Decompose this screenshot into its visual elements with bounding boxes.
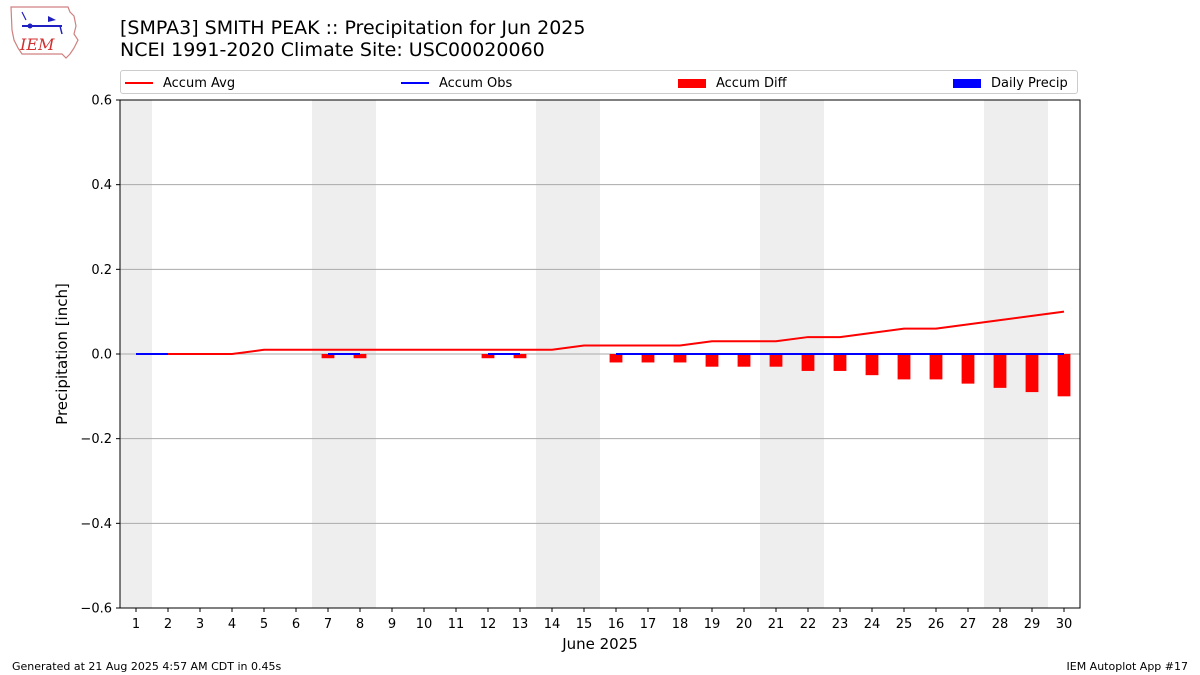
- x-tick-label: 20: [736, 617, 753, 632]
- x-tick-label: 23: [832, 617, 849, 632]
- iem-logo: IEM: [10, 6, 79, 59]
- x-axis-label: June 2025: [561, 635, 638, 653]
- x-tick-label: 19: [704, 617, 721, 632]
- x-axis: 1 2 3 4 5 6 7 8 9 10 11 12 13 14 15 16 17 18 19 20 21 22 23 24 2…: [132, 608, 1072, 632]
- x-tick-label: 28: [992, 617, 1009, 632]
- diff-bar: [833, 354, 847, 371]
- y-tick-label: −0.2: [80, 432, 112, 447]
- series-lines: [136, 310, 1065, 355]
- y-tick-label: −0.6: [80, 602, 112, 617]
- diff-bar: [353, 354, 367, 359]
- y-gridlines: [120, 184, 1080, 524]
- y-tick-label: −0.4: [80, 517, 112, 532]
- weekend-shade-day-7: [312, 100, 344, 608]
- y-tick-label: 0.6: [91, 94, 112, 109]
- diff-bar: [737, 354, 751, 367]
- diff-bar: [961, 354, 975, 384]
- chart-subtitle: NCEI 1991-2020 Climate Site: USC00020060: [120, 39, 545, 61]
- x-tick-label: 9: [388, 617, 396, 632]
- y-tick-label: 0.0: [91, 348, 112, 363]
- x-tick-label: 2: [164, 617, 172, 632]
- diff-bar: [769, 354, 783, 367]
- diff-bar: [513, 354, 527, 359]
- weekend-shade-day-28: [984, 100, 1016, 608]
- diff-bar: [801, 354, 815, 371]
- legend-item-accum-diff: Accum Diff: [678, 74, 787, 92]
- x-tick-label: 4: [228, 617, 236, 632]
- logo-text: IEM: [19, 35, 55, 54]
- legend-swatch-daily-precip: [953, 78, 981, 88]
- x-tick-label: 15: [576, 617, 593, 632]
- weekend-shade-day-1: [120, 100, 152, 608]
- y-axis-label: Precipitation [inch]: [53, 283, 71, 425]
- diff-bar: [1025, 354, 1039, 393]
- weekend-shade-day-14: [536, 100, 568, 608]
- legend-swatch-accum-obs: [401, 82, 429, 84]
- x-tick-label: 21: [768, 617, 785, 632]
- plot-frame: [119, 99, 1081, 609]
- x-tick-label: 8: [356, 617, 364, 632]
- weekend-shading: [120, 100, 1048, 608]
- x-tick-label: 22: [800, 617, 817, 632]
- x-tick-label: 7: [324, 617, 332, 632]
- diff-bar: [609, 354, 623, 363]
- x-tick-label: 24: [864, 617, 881, 632]
- x-tick-label: 18: [672, 617, 689, 632]
- legend-item-accum-avg: Accum Avg: [125, 74, 235, 92]
- x-tick-label: 5: [260, 617, 268, 632]
- diff-bar: [705, 354, 719, 367]
- x-tick-label: 30: [1056, 617, 1073, 632]
- diff-bar: [321, 354, 335, 359]
- legend-swatch-accum-diff: [678, 78, 706, 88]
- legend-label-accum-obs: Accum Obs: [439, 75, 513, 91]
- legend-label-accum-avg: Accum Avg: [163, 75, 236, 91]
- diff-bar: [481, 354, 495, 359]
- x-tick-label: 14: [544, 617, 561, 632]
- x-tick-label: 11: [448, 617, 465, 632]
- x-tick-label: 17: [640, 617, 657, 632]
- x-tick-label: 27: [960, 617, 977, 632]
- legend-label-accum-diff: Accum Diff: [716, 75, 787, 91]
- diff-bar: [673, 354, 687, 363]
- legend-swatch-accum-avg: [125, 82, 153, 84]
- legend-label-daily-precip: Daily Precip: [991, 75, 1068, 91]
- legend-item-daily-precip: Daily Precip: [953, 74, 1068, 92]
- x-tick-label: 10: [416, 617, 433, 632]
- weekend-shade-day-8: [344, 100, 376, 608]
- x-tick-label: 6: [292, 617, 300, 632]
- diff-bars: [321, 354, 1071, 397]
- x-tick-label: 12: [480, 617, 497, 632]
- x-tick-label: 13: [512, 617, 529, 632]
- weekend-shade-day-21: [760, 100, 792, 608]
- x-tick-label: 26: [928, 617, 945, 632]
- diff-bar: [1057, 354, 1071, 397]
- x-tick-label: 29: [1024, 617, 1041, 632]
- diff-bar: [865, 354, 879, 376]
- chart-title: [SMPA3] SMITH PEAK :: Precipitation for …: [120, 17, 586, 39]
- accum-avg-line: [136, 310, 1065, 355]
- weekend-shade-day-22: [792, 100, 824, 608]
- footer-app: IEM Autoplot App #17: [1066, 660, 1189, 673]
- x-tick-label: 1: [132, 617, 140, 632]
- legend: Accum Avg Accum Obs Accum Diff Daily Pre…: [120, 70, 1078, 94]
- x-tick-label: 25: [896, 617, 913, 632]
- x-tick-label: 3: [196, 617, 204, 632]
- weekend-shade-day-15: [568, 100, 600, 608]
- legend-item-accum-obs: Accum Obs: [401, 74, 512, 92]
- diff-bar: [897, 354, 911, 380]
- weekend-shade-day-29: [1016, 100, 1048, 608]
- diff-bar: [993, 354, 1007, 388]
- x-tick-label: 16: [608, 617, 625, 632]
- y-axis: −0.6 −0.4 −0.2 0.0 0.2 0.4 0.6: [80, 94, 120, 617]
- diff-bar: [641, 354, 655, 363]
- y-tick-label: 0.4: [91, 178, 112, 193]
- y-tick-label: 0.2: [91, 263, 112, 278]
- diff-bar: [929, 354, 943, 380]
- footer-generated: Generated at 21 Aug 2025 4:57 AM CDT in …: [12, 660, 282, 673]
